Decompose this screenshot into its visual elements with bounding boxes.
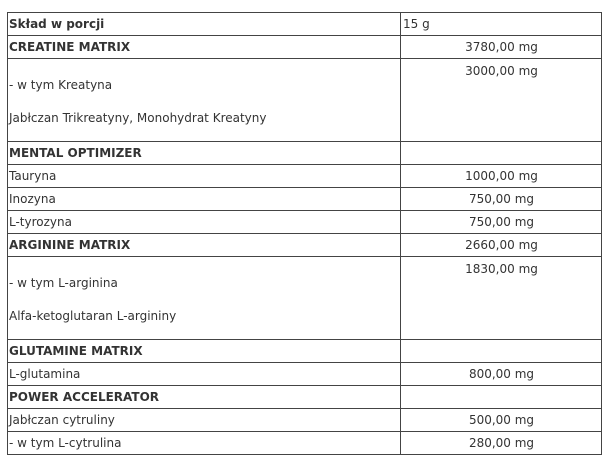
table-row: - w tym L-cytrulina 280,00 mg: [7, 431, 602, 455]
ingredient-name: L-tyrozyna: [7, 210, 401, 234]
table-row: ARGININE MATRIX 2660,00 mg: [7, 233, 602, 257]
ingredient-value: 750,00 mg: [400, 187, 602, 211]
table-row: L-tyrozyna 750,00 mg: [7, 210, 602, 234]
ingredient-value: 800,00 mg: [400, 362, 602, 386]
table-row: L-glutamina 800,00 mg: [7, 362, 602, 386]
table-row: CREATINE MATRIX 3780,00 mg: [7, 35, 602, 59]
ingredient-name: POWER ACCELERATOR: [7, 385, 401, 409]
table-row: Tauryna 1000,00 mg: [7, 164, 602, 188]
ingredient-value: [400, 141, 602, 165]
ingredient-note: Jabłczan Trikreatyny, Monohydrat Kreatyn…: [9, 111, 267, 125]
ingredient-name: ARGININE MATRIX: [7, 233, 401, 257]
serving-value: 15 g: [400, 12, 602, 36]
ingredient-value: 1830,00 mg: [400, 256, 602, 340]
ingredient-value: [400, 385, 602, 409]
ingredient-note: Alfa-ketoglutaran L-argininy: [9, 309, 177, 323]
serving-label: Skład w porcji: [7, 12, 401, 36]
table-row: MENTAL OPTIMIZER: [7, 141, 602, 165]
composition-table: Skład w porcji 15 g CREATINE MATRIX 3780…: [7, 12, 602, 455]
table-row: GLUTAMINE MATRIX: [7, 339, 602, 363]
ingredient-value: 750,00 mg: [400, 210, 602, 234]
ingredient-name: - w tym Kreatyna: [9, 78, 113, 92]
table-row: - w tym Kreatyna Jabłczan Trikreatyny, M…: [7, 58, 602, 142]
ingredient-name: Tauryna: [7, 164, 401, 188]
ingredient-name: - w tym L-arginina: [9, 276, 118, 290]
ingredient-name: - w tym L-cytrulina: [7, 431, 401, 455]
ingredient-value: 3780,00 mg: [400, 35, 602, 59]
table-row: POWER ACCELERATOR: [7, 385, 602, 409]
ingredient-name: GLUTAMINE MATRIX: [7, 339, 401, 363]
table-row: Inozyna 750,00 mg: [7, 187, 602, 211]
ingredient-value: [400, 339, 602, 363]
ingredient-name: Inozyna: [7, 187, 401, 211]
ingredient-value: 1000,00 mg: [400, 164, 602, 188]
ingredient-name: CREATINE MATRIX: [7, 35, 401, 59]
table-row: - w tym L-arginina Alfa-ketoglutaran L-a…: [7, 256, 602, 340]
ingredient-name: MENTAL OPTIMIZER: [7, 141, 401, 165]
table-row: Jabłczan cytruliny 500,00 mg: [7, 408, 602, 432]
ingredient-name: Jabłczan cytruliny: [7, 408, 401, 432]
table-header-row: Skład w porcji 15 g: [7, 12, 602, 36]
ingredient-cell: - w tym Kreatyna Jabłczan Trikreatyny, M…: [7, 58, 401, 142]
ingredient-value: 3000,00 mg: [400, 58, 602, 142]
ingredient-name: L-glutamina: [7, 362, 401, 386]
ingredient-value: 280,00 mg: [400, 431, 602, 455]
ingredient-value: 2660,00 mg: [400, 233, 602, 257]
ingredient-cell: - w tym L-arginina Alfa-ketoglutaran L-a…: [7, 256, 401, 340]
ingredient-value: 500,00 mg: [400, 408, 602, 432]
